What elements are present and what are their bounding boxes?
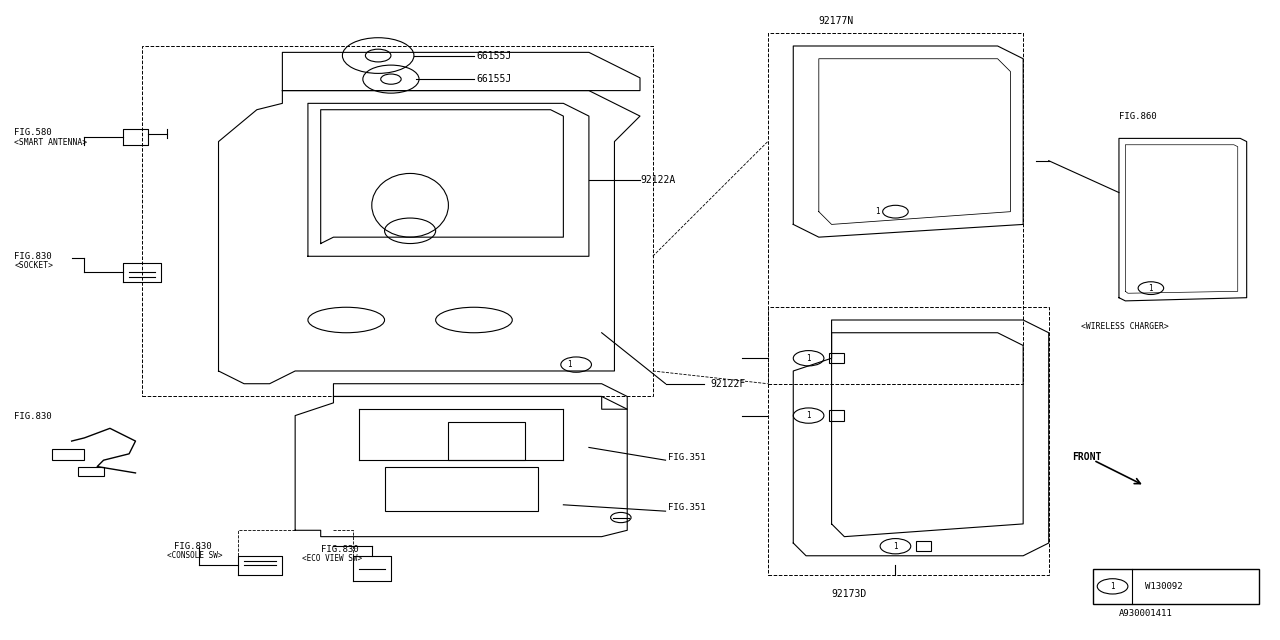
Text: FIG.351: FIG.351 xyxy=(668,504,705,513)
Bar xyxy=(142,46,653,396)
Text: 1: 1 xyxy=(893,541,897,550)
Text: FIG.351: FIG.351 xyxy=(668,452,705,461)
Bar xyxy=(1093,568,1260,604)
Bar xyxy=(448,422,525,460)
Text: <SOCKET>: <SOCKET> xyxy=(14,261,54,270)
Bar xyxy=(768,307,1048,575)
Text: 92122F: 92122F xyxy=(710,379,745,388)
Text: FIG.830: FIG.830 xyxy=(174,541,211,550)
Text: 1: 1 xyxy=(1148,284,1153,292)
Text: <WIRELESS CHARGER>: <WIRELESS CHARGER> xyxy=(1080,322,1169,331)
Bar xyxy=(384,467,538,511)
Bar xyxy=(829,353,845,364)
Bar xyxy=(78,467,104,476)
Text: 1: 1 xyxy=(1110,582,1115,591)
Text: <ECO VIEW SW>: <ECO VIEW SW> xyxy=(302,554,362,563)
Text: 66155J: 66155J xyxy=(476,74,512,84)
Text: FRONT: FRONT xyxy=(1071,452,1101,462)
Text: 1: 1 xyxy=(806,411,812,420)
Text: FIG.580: FIG.580 xyxy=(14,127,51,136)
Text: <CONSOLE SW>: <CONSOLE SW> xyxy=(168,551,223,560)
Text: 1: 1 xyxy=(876,207,879,216)
Text: FIG.830: FIG.830 xyxy=(321,545,358,554)
Bar xyxy=(829,410,845,420)
Bar xyxy=(916,541,932,551)
Text: 92122A: 92122A xyxy=(640,175,676,185)
Text: 92173D: 92173D xyxy=(832,589,867,599)
Text: 1: 1 xyxy=(567,360,572,369)
Text: 92177N: 92177N xyxy=(819,15,854,26)
Text: FIG.860: FIG.860 xyxy=(1119,111,1157,120)
Text: A930001411: A930001411 xyxy=(1119,609,1172,618)
Text: W130092: W130092 xyxy=(1144,582,1183,591)
Bar xyxy=(768,33,1023,384)
Text: 66155J: 66155J xyxy=(476,51,512,61)
Text: FIG.830: FIG.830 xyxy=(14,252,51,260)
Text: <SMART ANTENNA>: <SMART ANTENNA> xyxy=(14,138,87,147)
Text: FIG.830: FIG.830 xyxy=(14,412,51,421)
Bar xyxy=(52,449,84,460)
Text: 1: 1 xyxy=(806,354,812,363)
